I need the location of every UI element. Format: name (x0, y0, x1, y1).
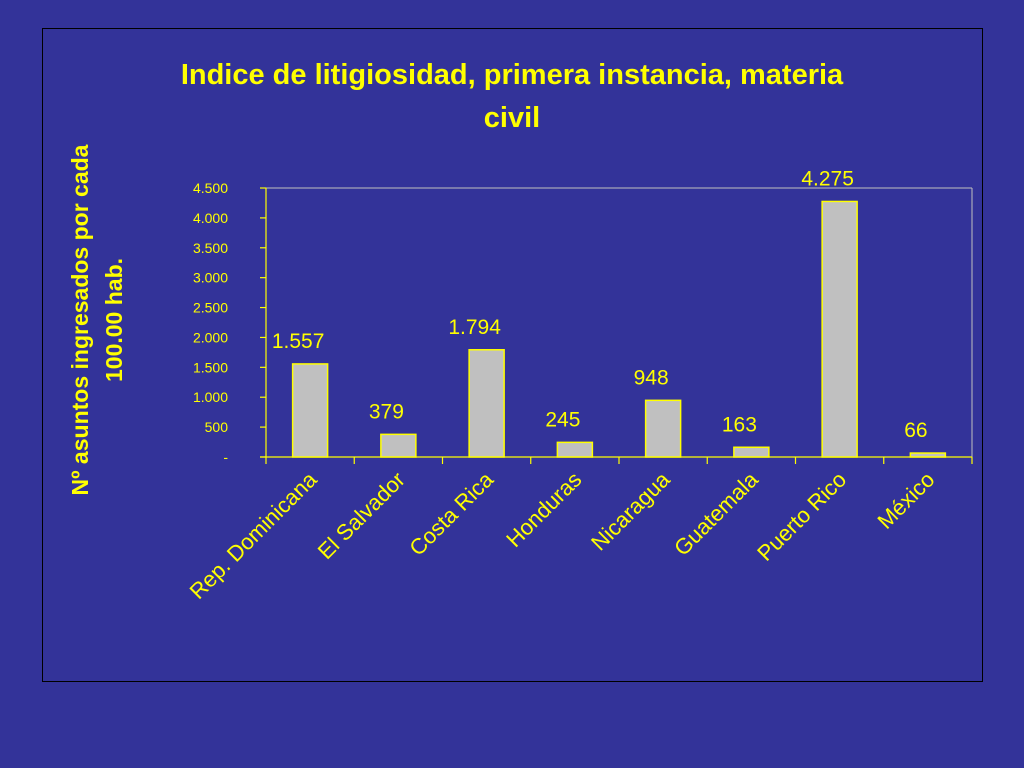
x-tick-label: Guatemala (669, 466, 763, 560)
plot-area: - 500 1.000 1.500 2.000 2.500 3.000 3.500 4.000 4… (185, 167, 973, 604)
y-tick-label: 500 (205, 419, 229, 435)
bar-2 (468, 349, 505, 458)
y-tick-label: 1.000 (193, 389, 228, 405)
y-tick-label: 2.000 (193, 329, 228, 345)
x-tick-label: México (872, 467, 939, 534)
data-label: 948 (634, 366, 669, 389)
chart-title-line2: civil (484, 102, 540, 134)
data-label: 245 (545, 408, 580, 431)
chart-frame (42, 28, 983, 682)
x-tick-label: Puerto Rico (752, 467, 851, 566)
data-label: 1.557 (272, 330, 325, 353)
y-tick-label: 2.500 (193, 300, 228, 316)
x-tick-label: Nicaragua (586, 466, 675, 555)
x-tick-label: Costa Rica (404, 466, 498, 560)
bar-3 (556, 441, 594, 458)
y-tick-label: - (223, 449, 228, 465)
y-tick-label: 4.500 (193, 180, 228, 196)
y-tick-label: 3.500 (193, 240, 228, 256)
y-tick-label: 3.000 (193, 270, 228, 286)
x-tick-label: Rep. Dominicana (185, 466, 323, 604)
data-label: 379 (369, 400, 404, 423)
y-axis-label-line1: Nº asuntos ingresados por cada (67, 144, 93, 495)
y-tick-label: 1.500 (193, 359, 228, 375)
y-axis-label-line2: 100.00 hab. (101, 258, 127, 382)
data-label: 66 (904, 419, 927, 442)
data-label: 4.275 (801, 167, 854, 190)
y-tick-label: 4.000 (193, 210, 228, 226)
x-tick-label: El Salvador (313, 467, 410, 564)
bar-5 (733, 446, 770, 458)
data-label: 163 (722, 413, 757, 436)
bar-0 (291, 363, 329, 458)
bar-1 (380, 433, 417, 458)
x-tick-label: Honduras (501, 467, 586, 552)
bar-4 (644, 399, 682, 458)
bar-6 (821, 200, 858, 458)
chart-title-line1: Indice de litigiosidad, primera instanci… (181, 59, 844, 91)
data-label: 1.794 (448, 316, 501, 339)
bar-7 (909, 452, 947, 458)
